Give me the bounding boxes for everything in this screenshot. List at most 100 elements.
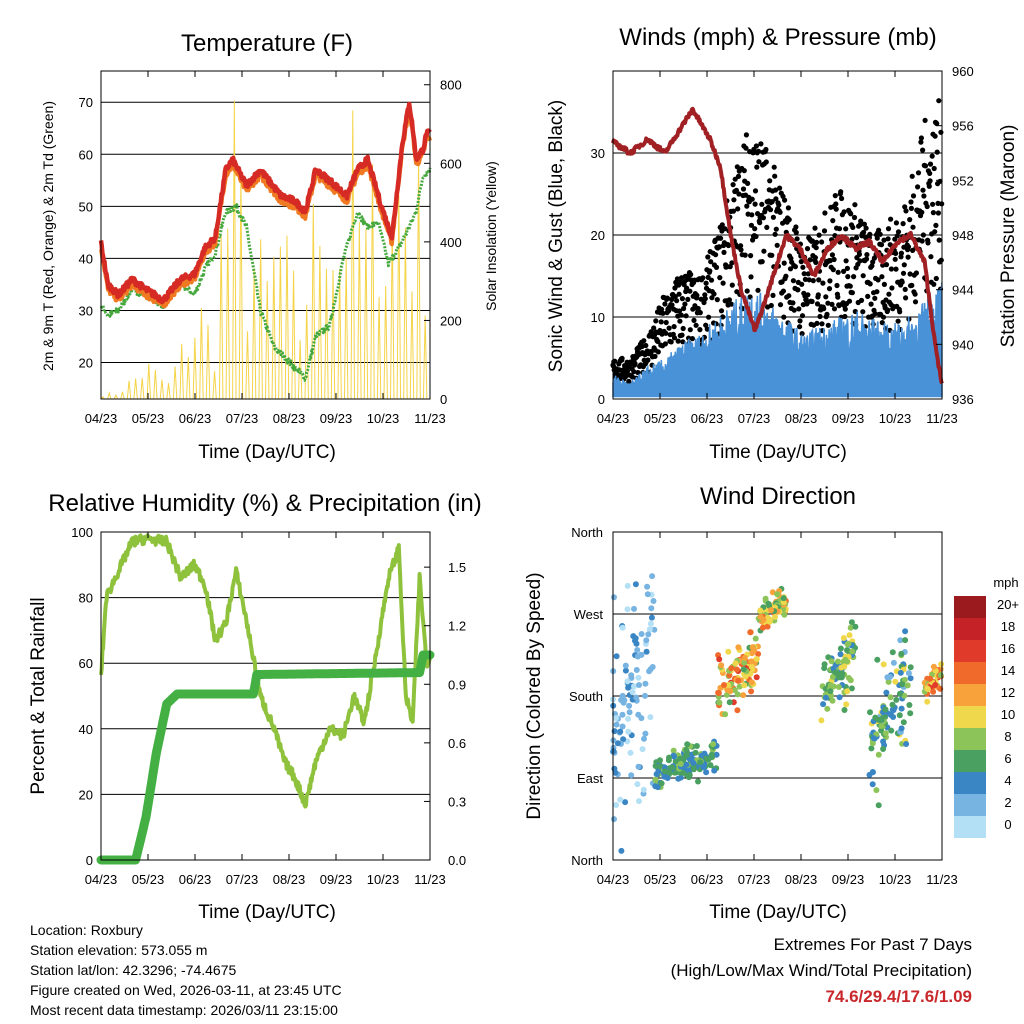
gust-point (619, 355, 625, 361)
gust-point (927, 178, 933, 184)
gust-point (874, 289, 880, 295)
gust-point (697, 327, 703, 333)
gust-point (934, 120, 940, 127)
direction-point (825, 654, 832, 661)
gust-point (659, 306, 665, 312)
direction-point (655, 768, 662, 775)
gust-point (733, 187, 740, 193)
gust-point (777, 209, 783, 215)
humidity-xlabel: Time (Day/UTC) (198, 902, 336, 923)
direction-point (772, 613, 779, 620)
direction-point (636, 682, 642, 688)
direction-point (888, 727, 895, 734)
gust-point (754, 164, 760, 170)
direction-point (869, 740, 876, 747)
direction-point (715, 690, 722, 696)
x-tick-label: 07/23 (738, 411, 771, 426)
direction-point (748, 658, 755, 665)
gust-point (736, 191, 742, 197)
direction-point (731, 687, 738, 694)
colorbar-label: 8 (1004, 729, 1011, 744)
y-tick-label: 20 (79, 356, 93, 371)
direction-point (680, 755, 687, 762)
gust-point (812, 255, 819, 261)
y-tick-label: 70 (79, 95, 93, 110)
temperature-panel: Temperature (F) 04/23 05/23 06/23 07/23 08/2… (40, 30, 499, 463)
direction-point (641, 735, 647, 742)
gust-point (675, 338, 681, 344)
wind-direction-title: Wind Direction (700, 483, 856, 510)
gust-point (721, 249, 727, 255)
gust-point (759, 259, 765, 265)
direction-point (757, 613, 764, 620)
gust-point (847, 283, 853, 289)
colorbar-label: 12 (1001, 685, 1015, 700)
gust-point (824, 311, 830, 317)
y2-tick-label: 948 (952, 228, 974, 243)
direction-point (716, 656, 723, 663)
x-tick-label: 11/23 (414, 411, 446, 426)
direction-point (624, 582, 631, 589)
gust-point (728, 301, 735, 307)
extremes-title: Extremes For Past 7 Days (773, 935, 972, 954)
gust-point (768, 302, 774, 309)
direction-point (619, 624, 626, 631)
gust-point (814, 239, 820, 245)
direction-point (625, 715, 632, 722)
gust-point (780, 288, 787, 294)
gust-point (834, 282, 840, 289)
direction-point (628, 772, 635, 779)
y-tick-label: West (574, 607, 604, 622)
humidity-title: Relative Humidity (%) & Precipitation (i… (48, 490, 481, 517)
winds-panel: Winds (mph) & Pressure (mb) 04/23 05/23 06… (546, 24, 1019, 463)
gust-point (767, 178, 773, 184)
y2-tick-label: 944 (952, 283, 974, 298)
gust-point (769, 199, 775, 205)
direction-point (634, 647, 641, 653)
gust-point (669, 302, 675, 308)
gust-point (708, 277, 715, 283)
gust-point (816, 277, 822, 283)
gust-point (877, 231, 883, 237)
direction-point (932, 682, 939, 688)
gust-point (899, 279, 905, 285)
direction-point (622, 799, 629, 806)
gust-point (774, 242, 780, 248)
gust-point (819, 239, 825, 245)
gust-point (921, 193, 927, 199)
direction-point (875, 802, 882, 809)
elevation-text: Station elevation: 573.055 m (30, 942, 208, 958)
gust-point (776, 202, 782, 208)
gust-point (668, 339, 674, 345)
gust-point (815, 292, 821, 298)
gust-point (858, 297, 865, 303)
direction-point (730, 699, 737, 706)
direction-point (755, 651, 762, 657)
direction-point (695, 778, 701, 785)
direction-point (736, 683, 743, 690)
gust-point (856, 251, 863, 257)
direction-point (733, 666, 740, 673)
direction-point (631, 683, 637, 690)
gust-point (933, 222, 939, 228)
gust-point (825, 322, 831, 328)
gust-point (905, 244, 912, 250)
direction-point (907, 664, 914, 671)
direction-point (646, 626, 653, 633)
direction-point (896, 690, 903, 697)
gust-point (734, 164, 740, 170)
y-tick-label: 40 (79, 251, 93, 266)
direction-point (685, 774, 692, 781)
gust-point (938, 257, 944, 263)
direction-point (683, 761, 690, 768)
direction-point (753, 674, 760, 681)
direction-point (734, 707, 741, 714)
gust-point (821, 306, 827, 312)
gust-point (689, 336, 696, 342)
gust-point (679, 296, 686, 302)
colorbar-swatch (954, 618, 986, 640)
direction-point (827, 688, 834, 695)
gust-point (848, 211, 854, 217)
direction-point (834, 670, 841, 677)
gust-point (794, 236, 800, 242)
